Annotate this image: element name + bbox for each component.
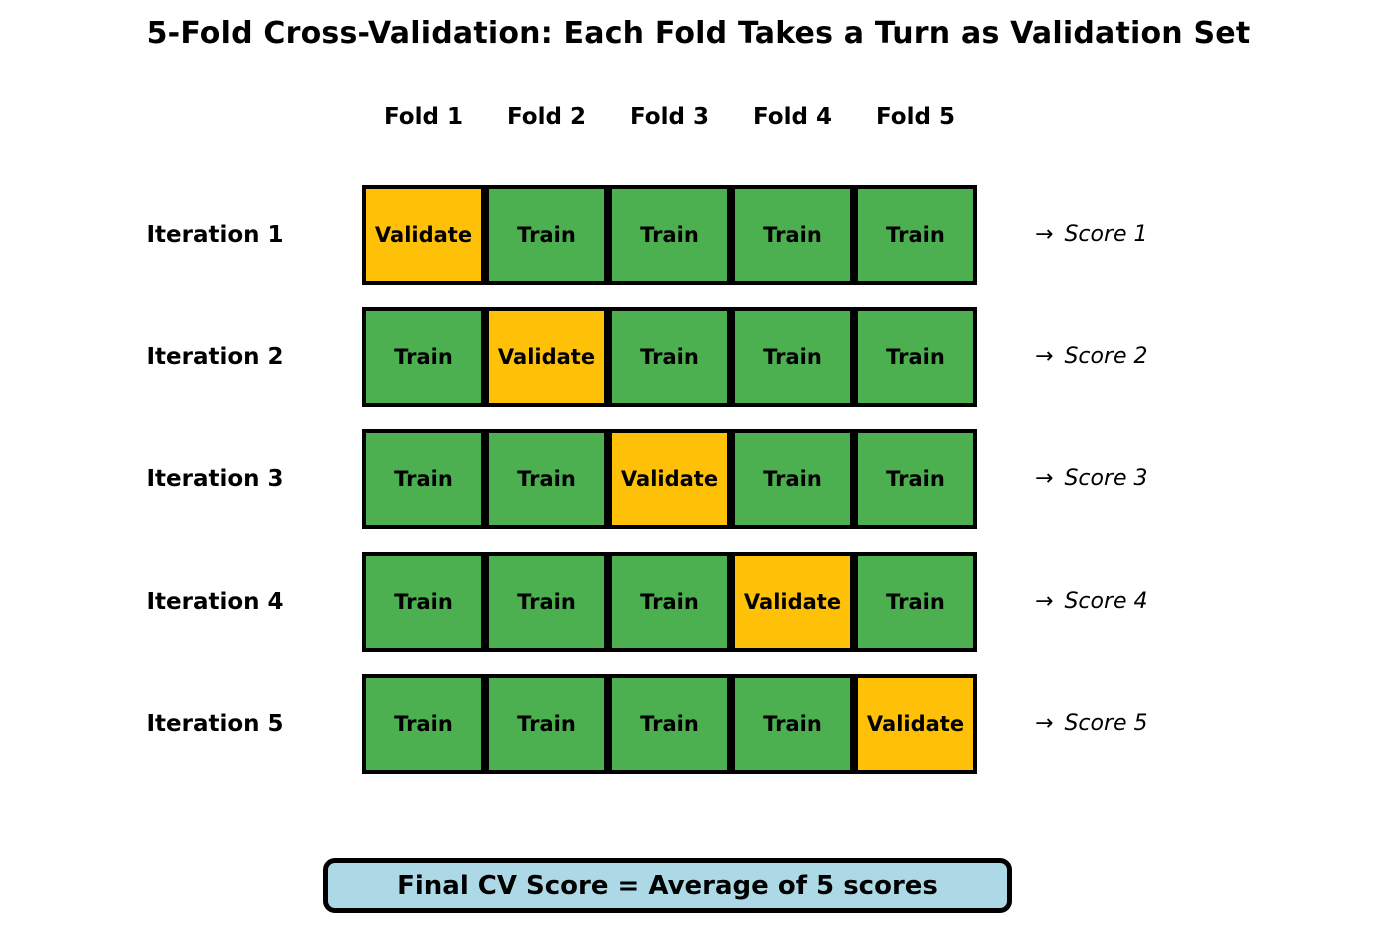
score-text: Score 5 (1064, 711, 1148, 736)
iteration-label-3: Iteration 3 (146, 466, 284, 492)
fold-cell: Train (731, 429, 854, 529)
fold-cell: Train (485, 552, 608, 652)
fold-cell: Validate (362, 185, 485, 285)
fold-cell: Validate (854, 674, 977, 774)
fold-cell: Train (362, 429, 485, 529)
iteration-row-3: Train Train Validate Train Train (362, 429, 977, 529)
score-text: Score 1 (1064, 222, 1148, 247)
iteration-label-2: Iteration 2 (146, 344, 284, 370)
iteration-label-4: Iteration 4 (146, 589, 284, 615)
fold-cell: Validate (608, 429, 731, 529)
arrow-right-icon: → (1035, 466, 1054, 491)
score-text: Score 4 (1064, 589, 1148, 614)
fold-cell: Train (362, 674, 485, 774)
fold-cell: Train (485, 429, 608, 529)
page-title: 5-Fold Cross-Validation: Each Fold Takes… (146, 16, 1251, 51)
iteration-row-1: Validate Train Train Train Train (362, 185, 977, 285)
fold-cell: Train (362, 552, 485, 652)
fold-cell: Train (485, 674, 608, 774)
fold-cell: Train (608, 307, 731, 407)
score-label-2: → Score 2 (1035, 341, 1148, 373)
fold-cell: Train (731, 307, 854, 407)
fold-cell: Train (731, 674, 854, 774)
iteration-label-1: Iteration 1 (146, 222, 284, 248)
fold-cell: Train (608, 552, 731, 652)
fold-cell: Validate (731, 552, 854, 652)
arrow-right-icon: → (1035, 222, 1054, 247)
fold-cell: Validate (485, 307, 608, 407)
fold-cell: Train (362, 307, 485, 407)
fold-cell: Train (854, 552, 977, 652)
score-label-3: → Score 3 (1035, 463, 1148, 495)
score-label-5: → Score 5 (1035, 708, 1148, 740)
fold-cell: Train (854, 307, 977, 407)
fold-cell: Train (854, 429, 977, 529)
score-text: Score 3 (1064, 466, 1148, 491)
final-score-box: Final CV Score = Average of 5 scores (323, 858, 1012, 913)
fold-header-5: Fold 5 (876, 104, 955, 130)
iteration-label-5: Iteration 5 (146, 711, 284, 737)
score-label-1: → Score 1 (1035, 219, 1148, 251)
arrow-right-icon: → (1035, 589, 1054, 614)
fold-cell: Train (608, 185, 731, 285)
iteration-row-4: Train Train Train Validate Train (362, 552, 977, 652)
arrow-right-icon: → (1035, 344, 1054, 369)
fold-header-4: Fold 4 (753, 104, 832, 130)
fold-header-1: Fold 1 (384, 104, 463, 130)
arrow-right-icon: → (1035, 711, 1054, 736)
fold-header-2: Fold 2 (507, 104, 586, 130)
fold-headers: Fold 1 Fold 2 Fold 3 Fold 4 Fold 5 (362, 104, 977, 130)
fold-cell: Train (485, 185, 608, 285)
final-score-text: Final CV Score = Average of 5 scores (397, 870, 938, 901)
score-text: Score 2 (1064, 344, 1148, 369)
fold-header-3: Fold 3 (630, 104, 709, 130)
iteration-row-5: Train Train Train Train Validate (362, 674, 977, 774)
fold-cell: Train (608, 674, 731, 774)
fold-cell: Train (854, 185, 977, 285)
iteration-row-2: Train Validate Train Train Train (362, 307, 977, 407)
score-label-4: → Score 4 (1035, 586, 1148, 618)
fold-cell: Train (731, 185, 854, 285)
